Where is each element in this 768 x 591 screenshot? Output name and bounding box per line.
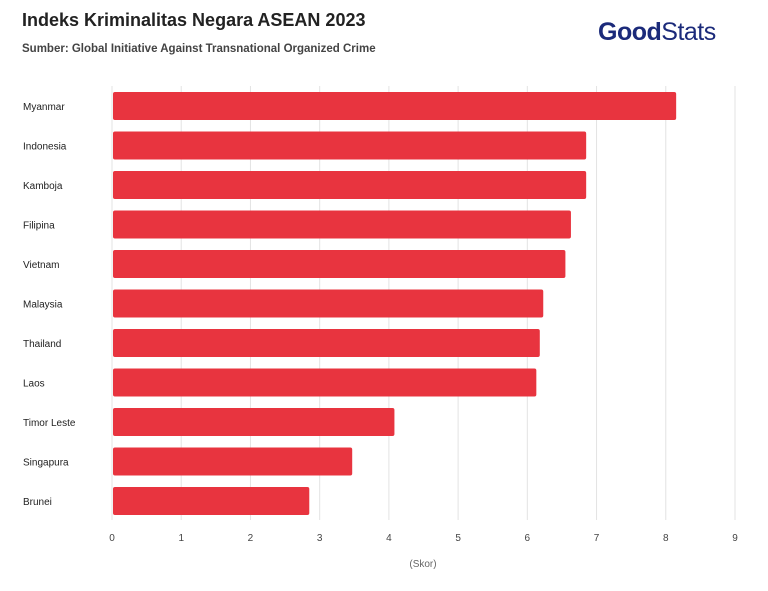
y-category-label: Myanmar	[23, 102, 65, 113]
x-tick-label: 8	[663, 533, 669, 544]
x-tick-label: 6	[525, 533, 531, 544]
y-category-label: Laos	[23, 379, 45, 390]
x-tick-label: 3	[317, 533, 323, 544]
bar-malaysia	[113, 289, 544, 318]
x-tick-label: 1	[178, 533, 184, 544]
y-category-label: Singapura	[23, 458, 69, 469]
bar-kamboja	[113, 171, 587, 199]
x-tick-label: 5	[455, 533, 461, 544]
chart-subtitle: Sumber: Global Initiative Against Transn…	[22, 43, 376, 55]
bar-vietnam	[113, 250, 566, 278]
y-category-label: Brunei	[23, 497, 52, 508]
y-category-label: Thailand	[23, 339, 61, 350]
y-category-label: Filipina	[23, 221, 55, 232]
bar-laos	[113, 368, 537, 397]
x-tick-label: 7	[594, 533, 600, 544]
y-category-label: Vietnam	[23, 260, 60, 271]
bar-thailand	[113, 329, 540, 357]
bar-indonesia	[113, 131, 587, 160]
chart-title: Indeks Kriminalitas Negara ASEAN 2023	[22, 10, 366, 30]
x-axis-label: (Skor)	[409, 559, 436, 570]
x-tick-label: 9	[732, 533, 738, 544]
bar-myanmar	[113, 92, 677, 120]
bar-filipina	[113, 210, 571, 239]
goodstats-logo: GoodStats	[598, 18, 716, 47]
logo-bold-text: Good	[598, 18, 662, 46]
y-category-label: Kamboja	[23, 181, 63, 192]
logo-regular-text: Stats	[661, 18, 716, 46]
bar-brunei	[113, 487, 310, 515]
y-category-label: Timor Leste	[23, 418, 76, 429]
bar-timor-leste	[113, 408, 395, 436]
x-tick-label: 0	[109, 533, 115, 544]
x-tick-label: 2	[248, 533, 254, 544]
bar-singapura	[113, 447, 353, 476]
y-category-label: Indonesia	[23, 142, 67, 153]
x-tick-label: 4	[386, 533, 392, 544]
y-category-label: Malaysia	[23, 300, 63, 311]
